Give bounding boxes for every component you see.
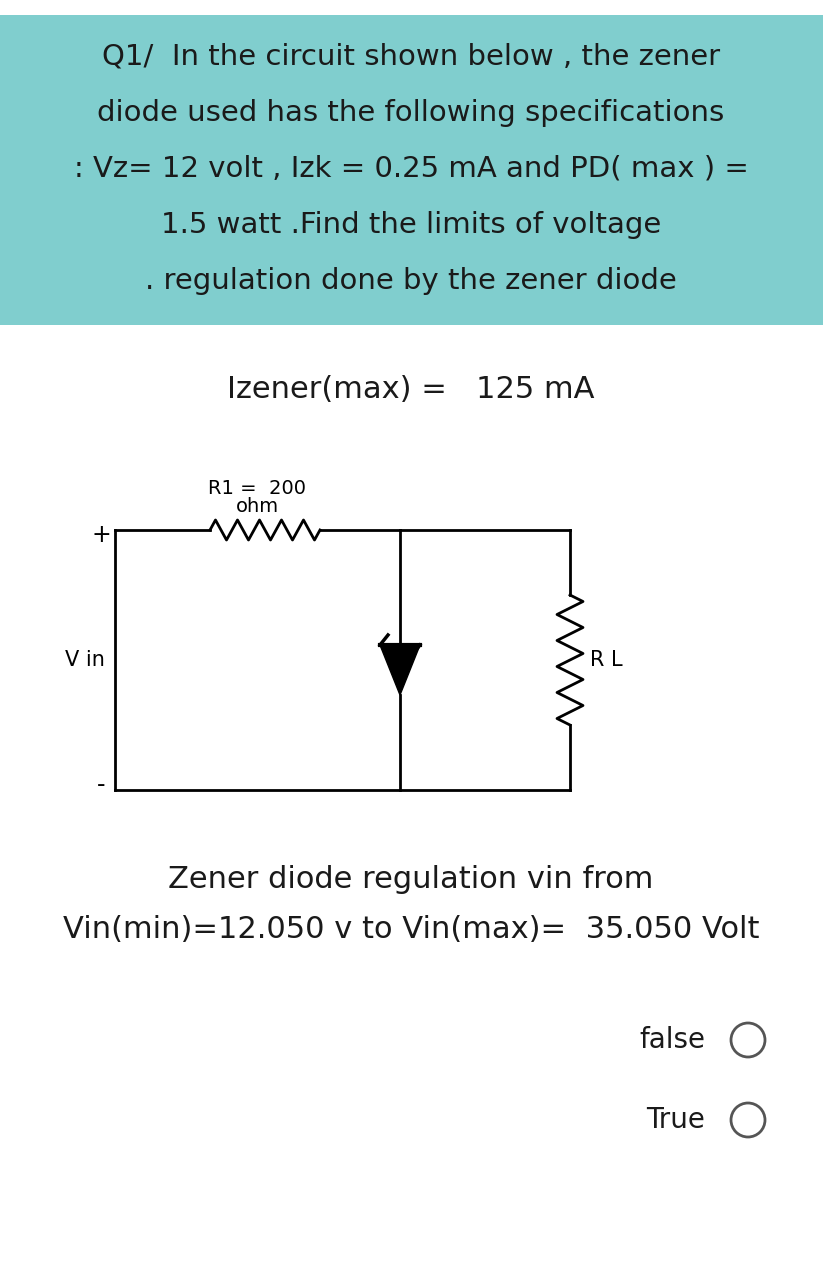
Text: 1.5 watt .Find the limits of voltage: 1.5 watt .Find the limits of voltage [160, 211, 661, 239]
Text: R L: R L [590, 650, 623, 669]
Text: diode used has the following specifications: diode used has the following specificati… [97, 99, 724, 127]
Text: ohm: ohm [235, 497, 278, 516]
Bar [0, 15, 823, 325]
Text: Zener diode regulation vin from: Zener diode regulation vin from [169, 865, 653, 895]
Polygon shape [380, 645, 420, 695]
Text: . regulation done by the zener diode: . regulation done by the zener diode [145, 268, 677, 294]
Text: : Vz= 12 volt , Izk = 0.25 mA and PD( max ) =: : Vz= 12 volt , Izk = 0.25 mA and PD( ma… [73, 155, 748, 183]
Text: V in: V in [65, 650, 105, 669]
Text: +: + [91, 524, 111, 547]
Text: True: True [646, 1106, 705, 1134]
Text: false: false [639, 1027, 705, 1053]
Text: Q1/  In the circuit shown below , the zener: Q1/ In the circuit shown below , the zen… [102, 44, 720, 70]
Text: -: - [97, 773, 105, 797]
Text: Vin(min)=12.050 v to Vin(max)=  35.050 Volt: Vin(min)=12.050 v to Vin(max)= 35.050 Vo… [63, 915, 760, 945]
Text: R1 =  200: R1 = 200 [208, 479, 306, 498]
Text: Izener(max) =   125 mA: Izener(max) = 125 mA [227, 375, 595, 404]
